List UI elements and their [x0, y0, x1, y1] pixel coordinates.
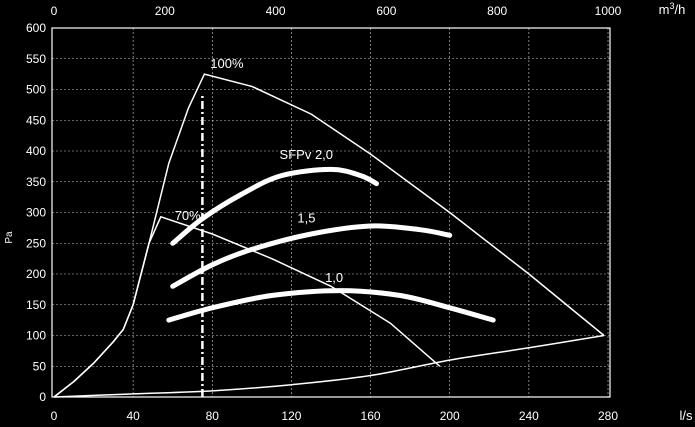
y-tick-label: 0 [39, 390, 46, 404]
x-bottom-tick-label: 200 [440, 409, 460, 423]
x-top-tick-label: 400 [266, 4, 286, 18]
curve-label: 1,5 [297, 210, 315, 225]
curve-70 [53, 215, 441, 398]
x-bottom-tick-label: 80 [206, 409, 220, 423]
y-tick-label: 600 [26, 21, 46, 35]
x-bottom-unit: l/s [680, 408, 694, 423]
y-tick-label: 200 [26, 267, 46, 281]
y-tick-label: 450 [26, 113, 46, 127]
curve-1-5 [170, 223, 453, 289]
curve-2 [53, 334, 605, 398]
x-top-tick-label: 200 [155, 4, 175, 18]
y-tick-label: 150 [26, 298, 46, 312]
curve-label: SFPv 2,0 [280, 147, 333, 162]
x-bottom-tick-label: 240 [519, 409, 539, 423]
y-tick-label: 100 [26, 329, 46, 343]
curve-label: 100% [210, 56, 244, 71]
x-bottom-tick-label: 0 [51, 409, 58, 423]
x-top-tick-label: 0 [51, 4, 58, 18]
y-axis-label: Pa [4, 231, 15, 244]
x-top-tick-label: 1000 [595, 4, 622, 18]
y-tick-label: 550 [26, 52, 46, 66]
y-tick-label: 50 [33, 359, 47, 373]
x-top-tick-label: 600 [376, 4, 396, 18]
curve-label: 70% [175, 208, 201, 223]
y-tick-label: 300 [26, 206, 46, 220]
curve-1-0 [166, 288, 496, 323]
x-top-tick-label: 800 [487, 4, 507, 18]
curve-label: 1,0 [325, 270, 343, 285]
x-bottom-tick-label: 160 [361, 409, 381, 423]
plot-area [51, 27, 611, 398]
x-bottom-tick-label: 120 [281, 409, 301, 423]
x-bottom-tick-label: 280 [598, 409, 618, 423]
y-tick-label: 400 [26, 144, 46, 158]
x-top-unit: m3/h [659, 1, 686, 17]
y-tick-label: 350 [26, 175, 46, 189]
y-tick-label: 250 [26, 236, 46, 250]
x-bottom-tick-label: 40 [126, 409, 140, 423]
y-tick-label: 500 [26, 83, 46, 97]
